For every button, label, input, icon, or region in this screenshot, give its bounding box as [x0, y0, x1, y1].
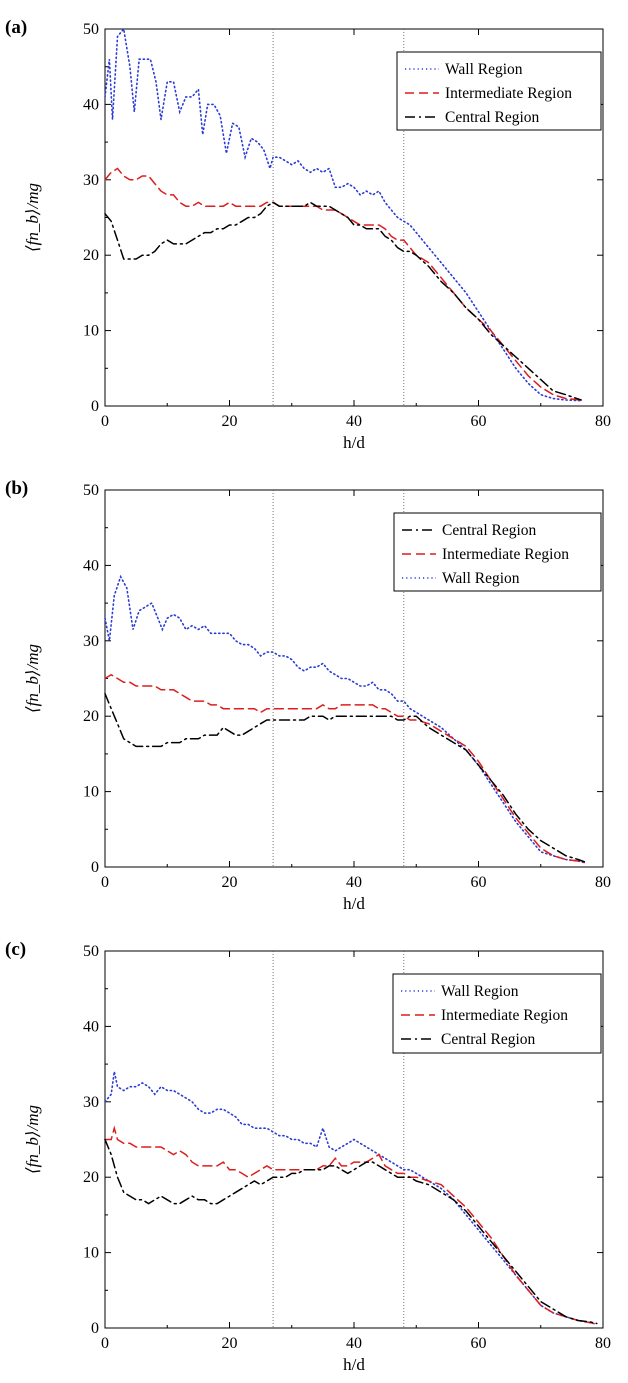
- x-axis-label: h/d: [343, 894, 365, 913]
- x-tick-label: 80: [595, 874, 611, 891]
- x-tick-label: 20: [222, 1335, 238, 1352]
- y-tick-label: 10: [83, 323, 99, 340]
- legend-label: Intermediate Region: [441, 1007, 568, 1024]
- legend-label: Wall Region: [441, 983, 519, 1000]
- series-line-central-region: [104, 1138, 598, 1325]
- x-tick-label: 80: [595, 1335, 611, 1352]
- legend-label: Intermediate Region: [442, 546, 569, 563]
- x-tick-label: 40: [346, 1335, 362, 1352]
- y-tick-label: 20: [83, 708, 99, 725]
- legend-label: Intermediate Region: [445, 85, 572, 102]
- series-line-central-region: [104, 692, 586, 863]
- legend-label: Central Region: [442, 522, 537, 539]
- y-tick-label: 40: [83, 1018, 99, 1035]
- x-tick-label: 40: [346, 413, 362, 430]
- series-line-wall-region: [104, 574, 586, 864]
- x-tick-label: 80: [595, 413, 611, 430]
- y-axis-label: ⟨fn_b⟩/mg: [23, 183, 42, 252]
- x-tick-label: 0: [101, 413, 109, 430]
- x-tick-label: 60: [471, 413, 487, 430]
- y-tick-label: 30: [83, 1094, 99, 1111]
- y-tick-label: 30: [83, 633, 99, 650]
- series-line-wall-region: [104, 1071, 598, 1325]
- y-tick-label: 50: [83, 482, 99, 499]
- chart-panel-a: 0 20 40 60 80 0 10 20 30 40 50 Wall Region Intermedi…: [5, 17, 611, 452]
- x-tick-label: 60: [471, 874, 487, 891]
- x-tick-label: 0: [101, 874, 109, 891]
- x-axis-label: h/d: [343, 433, 365, 452]
- chart-panel-b: 0 20 40 60 80 0 10 20 30 40 50 Central Region Interm…: [5, 478, 611, 913]
- x-tick-label: 0: [101, 1335, 109, 1352]
- x-tick-label: 20: [222, 413, 238, 430]
- y-tick-label: 10: [83, 1245, 99, 1262]
- series-line-intermediate-region: [104, 673, 586, 864]
- y-axis-label: ⟨fn_b⟩/mg: [23, 1105, 42, 1174]
- chart-panel-c: 0 20 40 60 80 0 10 20 30 40 50 Wall Region Intermedi…: [5, 939, 611, 1374]
- y-tick-label: 0: [91, 1320, 99, 1337]
- y-tick-label: 0: [91, 859, 99, 876]
- x-tick-label: 40: [346, 874, 362, 891]
- y-tick-label: 10: [83, 784, 99, 801]
- x-tick-label: 60: [471, 1335, 487, 1352]
- legend-box: [392, 973, 602, 1054]
- y-axis-label: ⟨fn_b⟩/mg: [23, 644, 42, 713]
- series-line-wall-region: [104, 27, 582, 402]
- y-tick-label: 40: [83, 96, 99, 113]
- y-tick-label: 0: [91, 398, 99, 415]
- y-tick-label: 50: [83, 21, 99, 38]
- legend-label: Wall Region: [442, 570, 520, 587]
- legend-box: [396, 51, 602, 131]
- series-line-intermediate-region: [104, 1125, 598, 1325]
- y-tick-label: 20: [83, 247, 99, 264]
- legend-box: [393, 512, 602, 592]
- y-tick-label: 40: [83, 557, 99, 574]
- y-tick-label: 20: [83, 1169, 99, 1186]
- series-line-intermediate-region: [104, 167, 582, 401]
- x-axis-label: h/d: [343, 1355, 365, 1374]
- legend-label: Wall Region: [445, 61, 523, 78]
- legend-label: Central Region: [445, 109, 540, 126]
- y-tick-label: 50: [83, 943, 99, 960]
- x-tick-label: 20: [222, 874, 238, 891]
- series-line-central-region: [104, 201, 582, 401]
- legend-label: Central Region: [441, 1031, 536, 1048]
- y-tick-label: 30: [83, 172, 99, 189]
- panel-label: (a): [5, 17, 27, 38]
- panel-label: (b): [5, 478, 28, 499]
- panel-label: (c): [5, 939, 26, 960]
